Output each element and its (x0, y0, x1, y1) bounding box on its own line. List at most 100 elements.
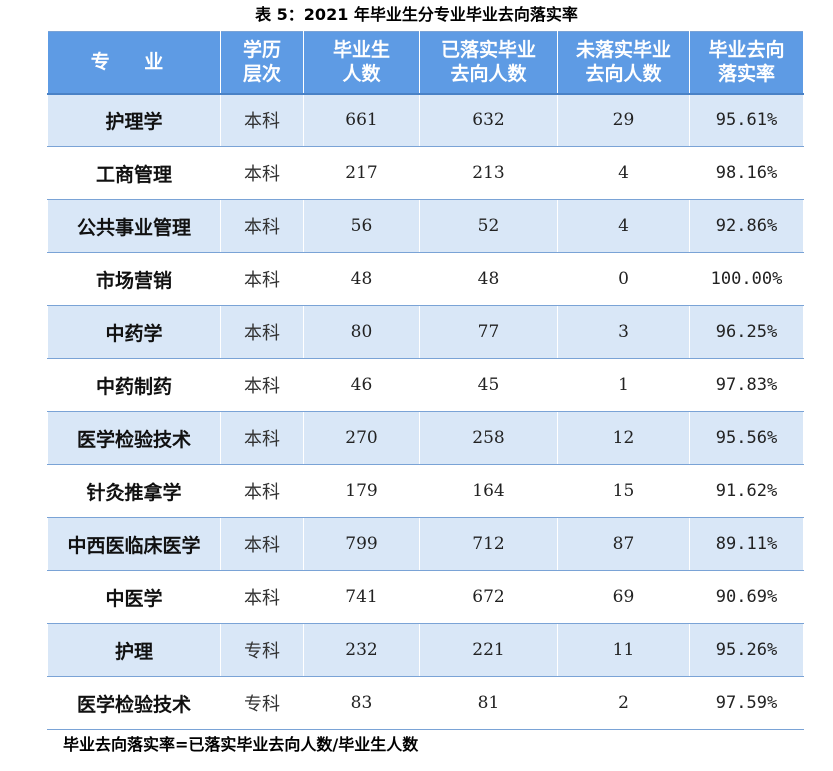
cell-placed: 672 (419, 570, 558, 624)
cell-level: 本科 (220, 146, 304, 200)
cell-rate: 96.25% (689, 305, 804, 359)
table-caption: 表 5：2021 年毕业生分专业毕业去向落实率 (255, 5, 578, 24)
col-header-graduates-line2: 人数 (342, 63, 381, 86)
cell-graduates: 83 (303, 676, 420, 730)
col-header-level-line1: 学历 (242, 39, 281, 62)
cell-graduates: 232 (303, 623, 420, 677)
col-header-major: 专 业 (47, 31, 221, 95)
cell-unplaced: 29 (557, 93, 690, 147)
cell-placed: 81 (419, 676, 558, 730)
cell-rate: 100.00% (689, 252, 804, 306)
cell-level: 本科 (220, 411, 304, 465)
col-header-graduates-line1: 毕业生 (332, 39, 390, 62)
cell-graduates: 217 (303, 146, 420, 200)
table-row: 医学检验技术 本科 270 258 12 95.56% (47, 411, 804, 465)
cell-level: 本科 (220, 570, 304, 624)
cell-placed: 258 (419, 411, 558, 465)
cell-placed: 221 (419, 623, 558, 677)
col-header-level: 学历 层次 (220, 31, 304, 95)
table-row: 中医学 本科 741 672 69 90.69% (47, 570, 804, 624)
header-row: 专 业 学历 层次 毕业生 人数 已落实毕业 去向人数 未落实毕业 去向人数 毕… (47, 31, 804, 95)
cell-major: 医学检验技术 (47, 411, 221, 465)
cell-rate: 97.83% (689, 358, 804, 412)
cell-graduates: 48 (303, 252, 420, 306)
col-header-graduates: 毕业生 人数 (303, 31, 420, 95)
cell-rate: 95.56% (689, 411, 804, 465)
cell-graduates: 80 (303, 305, 420, 359)
table-row: 公共事业管理 本科 56 52 4 92.86% (47, 199, 804, 253)
cell-graduates: 270 (303, 411, 420, 465)
cell-level: 本科 (220, 358, 304, 412)
cell-placed: 164 (419, 464, 558, 518)
cell-major: 中医学 (47, 570, 221, 624)
cell-rate: 97.59% (689, 676, 804, 730)
cell-major: 中药学 (47, 305, 221, 359)
cell-graduates: 741 (303, 570, 420, 624)
table-row: 工商管理 本科 217 213 4 98.16% (47, 146, 804, 200)
cell-major: 护理 (47, 623, 221, 677)
col-header-placed-line2: 去向人数 (450, 63, 527, 86)
col-header-major-label: 专 业 (90, 51, 178, 74)
cell-unplaced: 0 (557, 252, 690, 306)
cell-unplaced: 12 (557, 411, 690, 465)
cell-unplaced: 11 (557, 623, 690, 677)
cell-major: 医学检验技术 (47, 676, 221, 730)
cell-placed: 48 (419, 252, 558, 306)
table-row: 市场营销 本科 48 48 0 100.00% (47, 252, 804, 306)
cell-unplaced: 3 (557, 305, 690, 359)
table-row: 护理 专科 232 221 11 95.26% (47, 623, 804, 677)
cell-level: 本科 (220, 199, 304, 253)
col-header-rate-line1: 毕业去向 (708, 39, 785, 62)
cell-graduates: 661 (303, 93, 420, 147)
col-header-placed-line1: 已落实毕业 (440, 39, 536, 62)
cell-major: 公共事业管理 (47, 199, 221, 253)
cell-level: 本科 (220, 517, 304, 571)
cell-rate: 91.62% (689, 464, 804, 518)
col-header-unplaced-line1: 未落实毕业 (575, 39, 671, 62)
cell-rate: 95.26% (689, 623, 804, 677)
cell-unplaced: 1 (557, 358, 690, 412)
cell-major: 中药制药 (47, 358, 221, 412)
cell-level: 本科 (220, 305, 304, 359)
cell-unplaced: 2 (557, 676, 690, 730)
table-row: 中药学 本科 80 77 3 96.25% (47, 305, 804, 359)
cell-placed: 52 (419, 199, 558, 253)
cell-placed: 213 (419, 146, 558, 200)
cell-rate: 95.61% (689, 93, 804, 147)
cell-major: 中西医临床医学 (47, 517, 221, 571)
cell-graduates: 799 (303, 517, 420, 571)
table-row: 中西医临床医学 本科 799 712 87 89.11% (47, 517, 804, 571)
cell-graduates: 46 (303, 358, 420, 412)
col-header-unplaced-line2: 去向人数 (585, 63, 662, 86)
cell-unplaced: 4 (557, 146, 690, 200)
col-header-unplaced: 未落实毕业 去向人数 (557, 31, 690, 95)
col-header-rate-line2: 落实率 (717, 63, 775, 86)
graduation-placement-table: 专 业 学历 层次 毕业生 人数 已落实毕业 去向人数 未落实毕业 去向人数 毕… (47, 31, 804, 730)
cell-major: 针灸推拿学 (47, 464, 221, 518)
cell-graduates: 56 (303, 199, 420, 253)
cell-unplaced: 69 (557, 570, 690, 624)
cell-level: 本科 (220, 93, 304, 147)
cell-level: 专科 (220, 623, 304, 677)
col-header-rate: 毕业去向 落实率 (689, 31, 804, 95)
table-row: 护理学 本科 661 632 29 95.61% (47, 93, 804, 147)
cell-graduates: 179 (303, 464, 420, 518)
col-header-level-line2: 层次 (242, 63, 281, 86)
cell-major: 工商管理 (47, 146, 221, 200)
cell-unplaced: 4 (557, 199, 690, 253)
cell-major: 护理学 (47, 93, 221, 147)
table-row: 医学检验技术 专科 83 81 2 97.59% (47, 676, 804, 730)
cell-placed: 632 (419, 93, 558, 147)
cell-placed: 45 (419, 358, 558, 412)
table-row: 针灸推拿学 本科 179 164 15 91.62% (47, 464, 804, 518)
cell-rate: 98.16% (689, 146, 804, 200)
cell-level: 本科 (220, 464, 304, 518)
cell-rate: 92.86% (689, 199, 804, 253)
col-header-placed: 已落实毕业 去向人数 (419, 31, 558, 95)
cell-major: 市场营销 (47, 252, 221, 306)
cell-level: 专科 (220, 676, 304, 730)
formula-footnote: 毕业去向落实率=已落实毕业去向人数/毕业生人数 (63, 735, 419, 754)
cell-unplaced: 87 (557, 517, 690, 571)
cell-level: 本科 (220, 252, 304, 306)
cell-unplaced: 15 (557, 464, 690, 518)
